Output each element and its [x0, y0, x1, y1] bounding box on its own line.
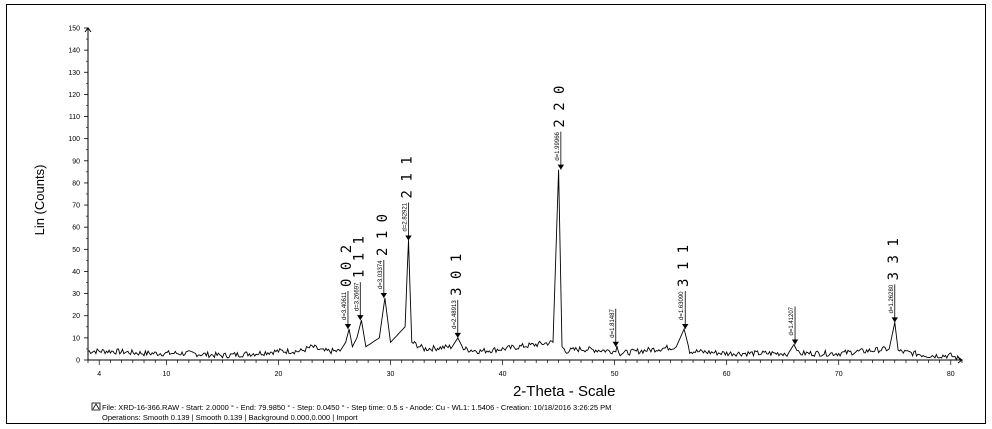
x-axis-label: 2-Theta - Scale	[513, 383, 616, 400]
y-tick-label: 110	[69, 114, 80, 121]
x-tick-label: 20	[275, 371, 283, 378]
y-tick-label: 140	[68, 48, 80, 55]
y-tick-label: 10	[72, 335, 80, 342]
peak-marker: d=3.03374 2 1 0	[375, 214, 391, 299]
chart-frame	[6, 4, 986, 424]
peak-triangle	[557, 164, 565, 170]
y-axis-label: Lin (Counts)	[32, 165, 47, 236]
x-tick-label: 50	[611, 371, 619, 378]
peak-d-spacing-label: d=1.63090	[679, 291, 685, 320]
y-tick-label: 120	[68, 92, 80, 99]
peak-marker: d=1.81487	[610, 309, 619, 347]
peak-hkl-label: 3 3 1	[886, 238, 902, 280]
file-icon	[91, 402, 101, 411]
x-tick-label: 4	[97, 371, 101, 378]
peak-marker: d=1.41207	[789, 306, 799, 345]
footer: File: XRD-16-366.RAW - Start: 2.0000 ° -…	[91, 402, 611, 422]
peak-marker: d=2.48913 3 0 1	[449, 254, 465, 338]
peak-triangle	[682, 324, 689, 330]
peak-marker: d=2.82921 2 1 1	[399, 156, 415, 241]
peak-triangle	[454, 332, 461, 338]
peak-hkl-label: 0 0 2	[339, 245, 355, 287]
peak-d-spacing-label: d=1.41207	[789, 306, 795, 335]
y-tick-label: 70	[72, 203, 80, 210]
peak-marker: d=3.40611 0 0 2	[339, 245, 355, 330]
x-tick-label: 80	[947, 371, 955, 378]
peak-hkl-label: 2 1 1	[399, 156, 415, 198]
peak-marker: d=1.99966 2 2 0	[552, 85, 568, 170]
peak-hkl-label: 1 1 1	[351, 236, 367, 278]
peak-triangle	[612, 341, 619, 347]
x-tick-label: 10	[163, 371, 171, 378]
y-tick-label: 130	[68, 70, 80, 77]
y-tick-label: 60	[72, 225, 80, 232]
peak-triangle	[405, 235, 412, 241]
x-tick-label: 70	[835, 371, 843, 378]
y-tick-label: 50	[72, 247, 80, 254]
peak-hkl-label: 3 1 1	[676, 245, 692, 287]
peak-d-spacing-label: d=1.99966	[555, 131, 561, 160]
peak-hkl-label: 3 0 1	[449, 254, 465, 296]
peak-d-spacing-label: d=3.26697	[354, 282, 360, 311]
peak-triangle	[357, 315, 364, 321]
y-tick-label: 30	[72, 291, 80, 298]
x-tick-label: 30	[387, 371, 395, 378]
x-tick-label: 60	[723, 371, 731, 378]
peak-hkl-label: 2 1 0	[375, 214, 391, 256]
footer-operations-line: Operations: Smooth 0.139 | Smooth 0.139 …	[102, 413, 359, 422]
footer-file-line: File: XRD-16-366.RAW - Start: 2.0000 ° -…	[102, 403, 611, 412]
y-tick-label: 150	[68, 26, 80, 33]
peak-hkl-label: 2 2 0	[552, 85, 568, 127]
x-tick-label: 40	[499, 371, 507, 378]
y-tick-label: 20	[72, 313, 80, 320]
y-tick-label: 40	[72, 269, 80, 276]
peak-d-spacing-label: d=1.81487	[610, 309, 616, 338]
peak-triangle	[344, 324, 352, 330]
peak-d-spacing-label: d=3.03374	[378, 260, 384, 289]
peak-d-spacing-label: d=3.40611	[342, 291, 348, 320]
y-tick-label: 80	[72, 180, 80, 187]
y-tick-label: 0	[76, 358, 80, 365]
peak-marker: d=1.63090 3 1 1	[676, 245, 692, 330]
y-tick-label: 100	[68, 136, 80, 143]
diffraction-trace	[87, 169, 962, 362]
peak-triangle	[891, 317, 898, 323]
peak-marker: d=3.26697 1 1 1	[351, 236, 367, 321]
peak-d-spacing-label: d=2.48913	[452, 300, 458, 329]
peak-triangle	[380, 293, 388, 299]
peak-d-spacing-label: d=2.82921	[402, 202, 408, 231]
peak-d-spacing-label: d=1.26280	[889, 284, 895, 313]
peak-marker: d=1.26280 3 3 1	[886, 238, 902, 323]
y-tick-label: 90	[72, 158, 80, 165]
peak-triangle	[791, 339, 799, 345]
